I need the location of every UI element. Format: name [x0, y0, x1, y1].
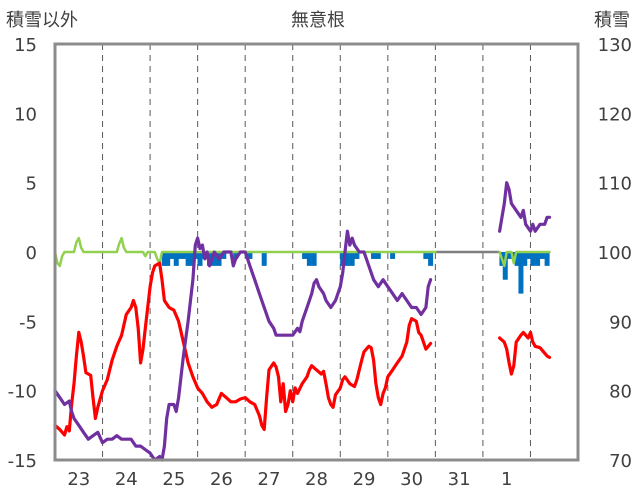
precip-bar-37	[526, 252, 532, 259]
precip-bar-36	[522, 252, 528, 266]
precip-bar-40	[539, 252, 545, 259]
precip-bar-0	[161, 252, 167, 266]
precip-bar-28	[423, 252, 429, 259]
precip-bar-24	[354, 252, 360, 259]
x-tick-2: 25	[162, 469, 185, 490]
right-tick-5: 80	[609, 382, 632, 403]
precip-bar-41	[544, 252, 550, 266]
left-tick-1: 10	[14, 104, 37, 125]
right-tick-6: 70	[609, 451, 632, 472]
precip-bar-29	[428, 252, 434, 266]
left-axis-ticks: 15 10 5 0 -5 -10 -15	[8, 35, 37, 472]
right-tick-2: 110	[598, 174, 632, 195]
precip-bar-6	[185, 252, 191, 266]
left-tick-5: -10	[8, 382, 37, 403]
x-tick-1: 24	[115, 469, 138, 490]
precip-bar-20	[311, 252, 317, 266]
right-tick-4: 90	[609, 312, 632, 333]
left-tick-6: -15	[8, 451, 37, 472]
right-tick-3: 100	[598, 243, 632, 264]
precip-bar-1	[165, 252, 171, 266]
plot-frame	[53, 42, 580, 462]
right-tick-1: 120	[598, 104, 632, 125]
x-axis-ticks: 23 24 25 26 27 28 29 30 31 1	[67, 469, 512, 490]
x-tick-8: 31	[448, 469, 471, 490]
left-tick-0: 15	[14, 35, 37, 56]
precip-bar-32	[506, 252, 512, 259]
x-tick-7: 30	[400, 469, 423, 490]
series-temperature-2	[498, 330, 552, 376]
precip-bar-15	[233, 252, 239, 259]
right-tick-0: 130	[598, 35, 632, 56]
x-tick-4: 27	[258, 469, 281, 490]
series-snow-depth	[53, 229, 433, 462]
x-tick-0: 23	[67, 469, 90, 490]
left-axis-label: 積雪以外	[6, 10, 78, 31]
precip-bar-2	[168, 252, 174, 259]
precip-bar-19	[306, 252, 312, 266]
precip-bar-39	[535, 252, 541, 266]
precip-bar-9	[197, 252, 203, 266]
series-snow-depth-2	[498, 181, 552, 233]
precip-bar-35	[518, 252, 524, 294]
left-tick-4: -5	[19, 312, 37, 333]
precip-bar-23	[349, 252, 355, 266]
x-tick-5: 28	[305, 469, 328, 490]
x-tick-3: 26	[210, 469, 233, 490]
series-wind-2	[498, 250, 551, 268]
series-temperature	[53, 261, 433, 437]
precip-bar-12	[211, 252, 217, 266]
precip-bar-26	[375, 252, 381, 259]
right-axis-label: 積雪	[594, 10, 630, 31]
x-tick-9: 1	[501, 469, 512, 490]
precip-bar-18	[302, 252, 308, 259]
precip-bar-17	[261, 252, 267, 266]
precip-bar-25	[371, 252, 377, 259]
precip-bar-4	[177, 252, 183, 259]
precip-bar-14	[221, 252, 227, 259]
precip-bar-8	[193, 252, 199, 259]
series-lines	[53, 181, 552, 462]
left-tick-3: 0	[26, 243, 37, 264]
chart-title: 無意根	[291, 10, 345, 31]
precip-bar-3	[173, 252, 179, 266]
precip-bar-33	[511, 252, 517, 259]
right-axis-ticks: 130 120 110 100 90 80 70	[598, 35, 632, 472]
x-tick-6: 29	[353, 469, 376, 490]
precip-bar-22	[344, 252, 350, 266]
precip-bar-38	[530, 252, 536, 266]
precip-bar-7	[189, 252, 195, 266]
series-wind	[53, 236, 437, 268]
precip-bar-16	[247, 252, 253, 259]
left-tick-2: 5	[26, 174, 37, 195]
precip-bar-5	[180, 252, 186, 259]
precip-bar-34	[514, 252, 520, 266]
vertical-grid	[102, 44, 531, 460]
precip-bar-27	[390, 252, 396, 259]
